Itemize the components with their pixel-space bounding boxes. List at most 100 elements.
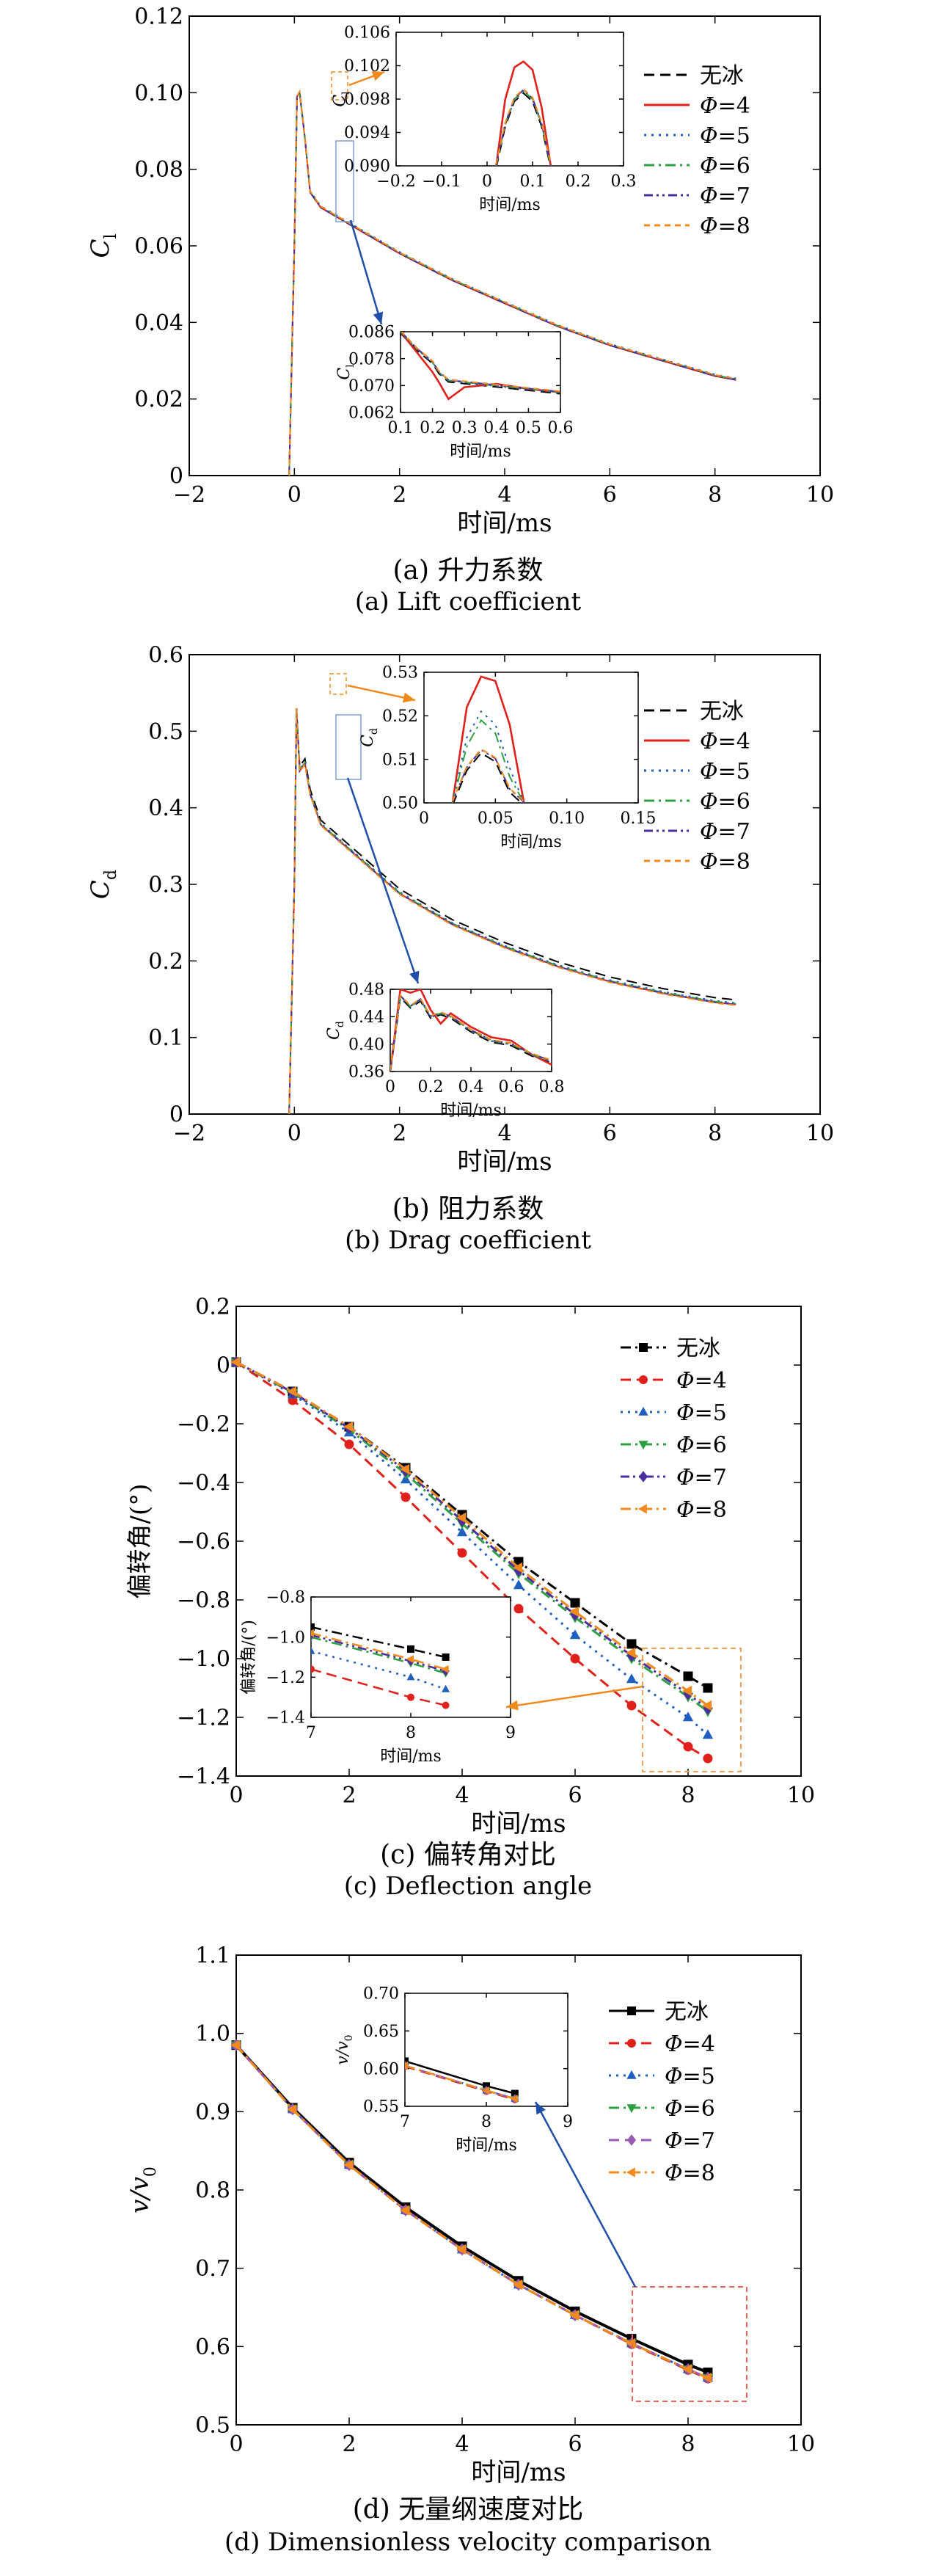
drag-y-tick-label: 0.4 bbox=[148, 796, 183, 821]
deflection-inset-data-point bbox=[311, 1665, 315, 1673]
drag-x-tick-label: 10 bbox=[806, 1121, 834, 1146]
drag-x-tick-label: 2 bbox=[392, 1121, 406, 1146]
deflection-x-tick-label: 2 bbox=[342, 1783, 356, 1808]
lift-y-tick-label: 0.08 bbox=[134, 157, 183, 183]
lift-y-tick-label: 0.02 bbox=[134, 387, 183, 412]
deflection-data-point bbox=[626, 1647, 636, 1659]
lift-inset-top-x-axis-label: 时间/ms bbox=[479, 196, 541, 214]
velocity-x-axis-label: 时间/ms bbox=[471, 2458, 566, 2487]
deflection-series-line bbox=[235, 1361, 709, 1689]
velocity-y-tick-label: 0.7 bbox=[195, 2256, 230, 2282]
drag-inset-top-x-axis-label: 时间/ms bbox=[500, 833, 562, 851]
velocity-legend-marker bbox=[627, 2134, 636, 2146]
deflection-inset-x-tick-label: 7 bbox=[306, 1724, 316, 1742]
drag-x-tick-label: 8 bbox=[708, 1121, 722, 1146]
drag-y-tick-label: 0 bbox=[169, 1102, 183, 1128]
lift-y-tick-label: 0.10 bbox=[134, 81, 183, 106]
drag-arrow-to-bottom-inset-head bbox=[409, 970, 420, 983]
deflection-data-point bbox=[703, 1683, 713, 1693]
lift-inset-bottom-x-tick-label: 0.3 bbox=[452, 419, 478, 437]
lift-inset-series-line bbox=[495, 90, 552, 166]
drag-inset-bottom-x-axis-label: 时间/ms bbox=[440, 1102, 502, 1120]
drag-inset-series-line bbox=[451, 748, 524, 802]
deflection-y-axis-label: 偏转角/(°) bbox=[125, 1484, 155, 1599]
drag-x-tick-label: 0 bbox=[288, 1121, 301, 1146]
drag-inset-top-y-tick-label: 0.50 bbox=[382, 795, 418, 813]
lift-inset-top-x-tick-label: 0 bbox=[482, 172, 492, 191]
deflection-legend-label: Φ=8 bbox=[676, 1497, 727, 1523]
velocity-inset-y-tick-label: 0.65 bbox=[363, 2023, 399, 2041]
deflection-data-point bbox=[230, 1356, 241, 1368]
deflection-y-tick-label: −0.8 bbox=[177, 1588, 230, 1614]
drag-inset-series-line bbox=[451, 718, 525, 803]
velocity-y-tick-label: 0.6 bbox=[195, 2335, 230, 2360]
drag-y-axis-label: Cd bbox=[86, 870, 120, 899]
lift-legend-label: Φ=4 bbox=[700, 93, 750, 119]
drag-inset-bottom-y-tick-label: 0.40 bbox=[348, 1036, 384, 1054]
caption-en-d: (d) Dimensionless velocity comparison bbox=[224, 2528, 712, 2557]
drag-inset-top-y-tick-label: 0.51 bbox=[382, 751, 418, 769]
deflection-data-point bbox=[682, 1711, 694, 1722]
velocity-legend-label: Φ=5 bbox=[665, 2064, 715, 2089]
deflection-data-point bbox=[513, 1562, 523, 1573]
velocity-arrow-to-inset-head bbox=[535, 2102, 546, 2115]
deflection-data-point bbox=[682, 1685, 692, 1697]
velocity-inset-data-point bbox=[405, 2062, 408, 2070]
panel-drag-coefficient: −2 0 2 4 6 8 10 0 0.1 0.2 0.3 0.4 0.5 0.6 时间/ms Cd 0 0.05… bbox=[0, 638, 936, 1270]
velocity-data-point bbox=[569, 2310, 579, 2321]
deflection-series-line bbox=[235, 1361, 709, 1710]
deflection-inset-x-axis-label: 时间/ms bbox=[380, 1747, 442, 1766]
deflection-legend-marker bbox=[638, 1441, 648, 1450]
lift-inset-top-y-tick-label: 0.106 bbox=[344, 24, 390, 43]
deflection-inset-x-tick-label: 9 bbox=[505, 1724, 516, 1742]
lift-inset-bottom-x-tick-label: 0.5 bbox=[516, 419, 541, 437]
drag-inset-series-line bbox=[390, 993, 552, 1071]
lift-x-tick-label: 4 bbox=[497, 482, 511, 508]
deflection-arrow-to-inset-head bbox=[506, 1700, 519, 1711]
drag-y-tick-label: 0.3 bbox=[148, 873, 183, 898]
deflection-legend-label: 无冰 bbox=[676, 1336, 720, 1361]
deflection-data-point bbox=[683, 1671, 693, 1681]
lift-inset-bottom-y-tick-label: 0.062 bbox=[348, 404, 395, 423]
deflection-data-point bbox=[400, 1463, 410, 1475]
deflection-data-point bbox=[570, 1598, 580, 1608]
caption-cn-a: (a) 升力系数 bbox=[392, 556, 544, 586]
lift-legend-label: Φ=6 bbox=[700, 153, 750, 179]
drag-inset-bottom-x-tick-label: 0.6 bbox=[499, 1078, 524, 1096]
velocity-x-tick-label: 0 bbox=[229, 2431, 243, 2457]
drag-series-line bbox=[288, 707, 736, 1115]
deflection-inset-data-point bbox=[407, 1645, 414, 1653]
drag-inset-top-x-tick-label: 0.15 bbox=[621, 809, 657, 828]
lift-inset-top-x-tick-label: 0.3 bbox=[611, 172, 637, 191]
velocity-inset-curves bbox=[405, 2057, 519, 2104]
velocity-series-line bbox=[235, 2044, 709, 2374]
panel-lift-coefficient: −2 0 2 4 6 8 10 0 0.02 0.04 0.06 0.08 0.10 0.12 时间/ms C… bbox=[0, 0, 936, 631]
lift-y-axis-label: Cl bbox=[86, 233, 120, 258]
lift-y-tick-label: 0.12 bbox=[134, 4, 183, 30]
drag-y-tick-label: 0.2 bbox=[148, 949, 183, 975]
deflection-data-point bbox=[703, 1753, 713, 1764]
velocity-inset-data-point bbox=[511, 2089, 519, 2097]
drag-legend-label: Φ=5 bbox=[700, 759, 750, 785]
velocity-y-tick-label: 0.8 bbox=[195, 2178, 230, 2204]
velocity-series-line bbox=[235, 2044, 709, 2379]
velocity-legend-label: Φ=7 bbox=[665, 2128, 715, 2154]
drag-inset-top-y-tick-label: 0.52 bbox=[382, 707, 418, 726]
velocity-legend-marker bbox=[627, 2039, 636, 2048]
deflection-data-point bbox=[344, 1439, 354, 1449]
drag-legend-label: Φ=7 bbox=[700, 819, 750, 845]
velocity-y-tick-label: 0.9 bbox=[195, 2100, 230, 2125]
lift-zoom-box-bottom bbox=[335, 140, 354, 222]
deflection-inset-data-point bbox=[311, 1629, 314, 1637]
drag-inset-bottom-y-axis-label: Cd bbox=[325, 1021, 346, 1040]
deflection-data-point bbox=[570, 1653, 580, 1664]
velocity-data-point bbox=[400, 2205, 410, 2216]
lift-x-axis-label: 时间/ms bbox=[457, 509, 552, 538]
drag-inset-bottom-y-tick-label: 0.36 bbox=[348, 1063, 384, 1082]
drag-inset-bottom-x-tick-label: 0.8 bbox=[539, 1078, 565, 1096]
velocity-y-axis-label: v/v0 bbox=[125, 2166, 160, 2213]
deflection-data-point bbox=[343, 1421, 354, 1433]
deflection-inset-x-tick-label: 8 bbox=[406, 1724, 416, 1742]
deflection-inset-y-tick-label: −1.4 bbox=[266, 1709, 305, 1728]
